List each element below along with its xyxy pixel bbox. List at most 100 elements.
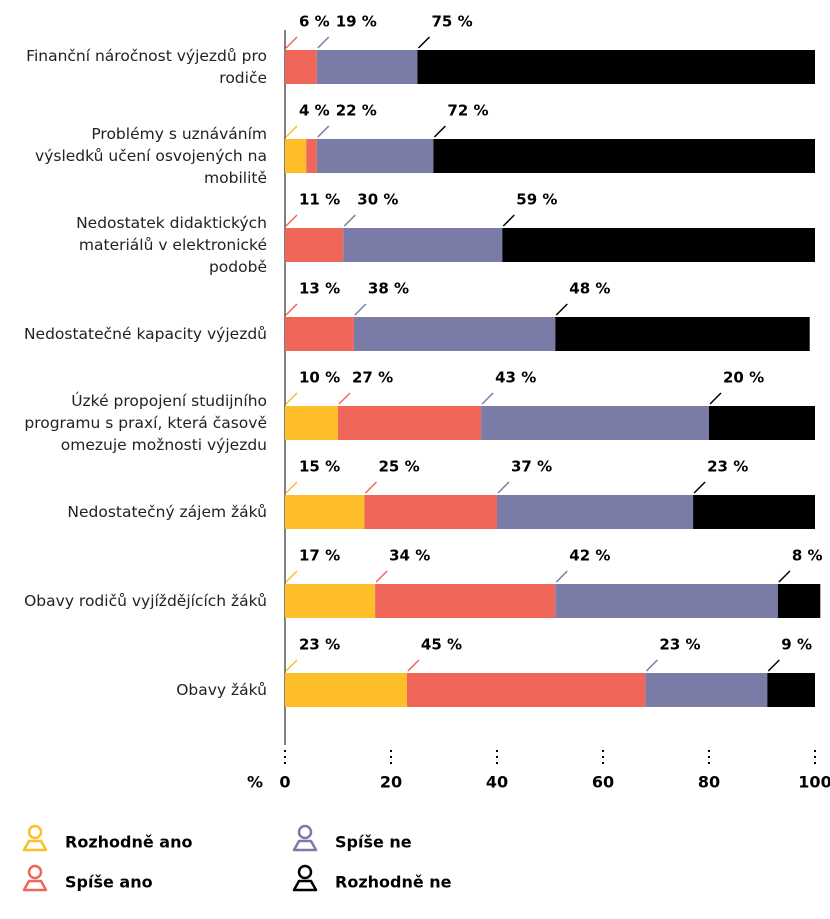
bar-segment bbox=[285, 406, 338, 440]
label-leader bbox=[481, 392, 494, 405]
bar-segment bbox=[338, 406, 482, 440]
data-label: 38 % bbox=[368, 280, 409, 298]
label-leader bbox=[693, 481, 706, 494]
category-label: Obavy žáků bbox=[176, 681, 267, 699]
data-label: 22 % bbox=[336, 102, 377, 120]
label-leader bbox=[285, 125, 298, 138]
bar-segment bbox=[375, 584, 556, 618]
data-label: 17 % bbox=[299, 547, 340, 565]
label-leader bbox=[285, 36, 298, 49]
legend-icon bbox=[22, 839, 48, 852]
label-leader bbox=[317, 125, 330, 138]
data-label: 4 % bbox=[299, 102, 330, 120]
x-tick-label: 100 bbox=[798, 773, 830, 792]
label-leader bbox=[285, 570, 298, 583]
bar-segment bbox=[306, 139, 317, 173]
bar-segment bbox=[285, 673, 407, 707]
data-label: 8 % bbox=[792, 547, 823, 565]
legend-icon bbox=[297, 824, 313, 840]
x-tick-label: 20 bbox=[380, 773, 402, 792]
bar-segment bbox=[353, 317, 556, 351]
bar-segment bbox=[285, 228, 344, 262]
x-tick-label: 60 bbox=[592, 773, 614, 792]
bar-segment bbox=[481, 406, 709, 440]
legend-icon bbox=[297, 864, 313, 880]
bar-segment bbox=[364, 495, 497, 529]
data-label: 27 % bbox=[352, 369, 393, 387]
data-label: 48 % bbox=[569, 280, 610, 298]
data-label: 59 % bbox=[516, 191, 557, 209]
data-label: 20 % bbox=[723, 369, 764, 387]
x-tick-label: 80 bbox=[698, 773, 720, 792]
legend-icon bbox=[27, 824, 43, 840]
data-label: 19 % bbox=[336, 13, 377, 31]
label-leader bbox=[767, 659, 780, 672]
legend-label: Rozhodně ano bbox=[65, 833, 192, 852]
category-label: Obavy rodičů vyjíždějících žáků bbox=[24, 592, 267, 610]
data-label: 23 % bbox=[707, 458, 748, 476]
data-label: 10 % bbox=[299, 369, 340, 387]
label-leader bbox=[285, 481, 298, 494]
bar-segment bbox=[555, 584, 778, 618]
data-label: 13 % bbox=[299, 280, 340, 298]
bar-segment bbox=[285, 495, 365, 529]
bar-segment bbox=[777, 584, 821, 618]
bar-segment bbox=[316, 50, 418, 84]
bar-segment bbox=[285, 584, 376, 618]
label-leader bbox=[417, 36, 431, 49]
data-label: 45 % bbox=[421, 636, 462, 654]
category-label: Nedostatečný zájem žáků bbox=[67, 503, 267, 521]
data-label: 30 % bbox=[357, 191, 398, 209]
category-label: Problémy s uznáváním výsledků učení osvo… bbox=[35, 125, 267, 187]
legend-icon bbox=[27, 864, 43, 880]
label-leader bbox=[285, 214, 298, 227]
bar-segment bbox=[285, 139, 307, 173]
category-label: Nedostatečné kapacity výjezdů bbox=[23, 325, 267, 343]
data-label: 11 % bbox=[299, 191, 340, 209]
legend-label: Rozhodně ne bbox=[335, 873, 452, 892]
bar-segment bbox=[433, 139, 815, 173]
label-leader bbox=[502, 214, 515, 227]
bar-segment bbox=[285, 50, 317, 84]
x-axis-label: % bbox=[247, 773, 263, 792]
data-label: 75 % bbox=[432, 13, 473, 31]
bar-segment bbox=[417, 50, 815, 84]
bar-segment bbox=[497, 495, 694, 529]
bar-segment bbox=[693, 495, 815, 529]
data-label: 9 % bbox=[781, 636, 812, 654]
data-label: 23 % bbox=[299, 636, 340, 654]
bar-segment bbox=[767, 673, 815, 707]
category-label: Finanční náročnost výjezdů pro rodiče bbox=[26, 47, 267, 87]
legend-label: Spíše ne bbox=[335, 833, 412, 852]
label-leader bbox=[645, 659, 658, 672]
label-leader bbox=[497, 481, 510, 494]
data-label: 23 % bbox=[659, 636, 700, 654]
data-label: 37 % bbox=[511, 458, 552, 476]
legend-icon bbox=[292, 879, 318, 892]
legend-label: Spíše ano bbox=[65, 873, 153, 892]
x-tick-label: 0 bbox=[279, 773, 290, 792]
bar-segment bbox=[709, 406, 815, 440]
data-label: 34 % bbox=[389, 547, 430, 565]
label-leader bbox=[343, 214, 356, 227]
label-leader bbox=[285, 392, 298, 405]
label-leader bbox=[285, 303, 298, 316]
bar-segment bbox=[555, 317, 810, 351]
bar-segment bbox=[406, 673, 646, 707]
data-label: 6 % bbox=[299, 13, 330, 31]
label-leader bbox=[338, 392, 351, 405]
data-label: 42 % bbox=[569, 547, 610, 565]
bar-segment bbox=[645, 673, 768, 707]
legend-icon bbox=[22, 879, 48, 892]
data-label: 15 % bbox=[299, 458, 340, 476]
label-leader bbox=[364, 481, 378, 494]
label-leader bbox=[285, 659, 298, 672]
label-leader bbox=[555, 303, 568, 316]
category-label: Nedostatek didaktických materiálů v elek… bbox=[76, 214, 267, 276]
bar-segment bbox=[343, 228, 503, 262]
data-label: 25 % bbox=[379, 458, 420, 476]
bar-segment bbox=[316, 139, 434, 173]
label-leader bbox=[433, 125, 446, 138]
